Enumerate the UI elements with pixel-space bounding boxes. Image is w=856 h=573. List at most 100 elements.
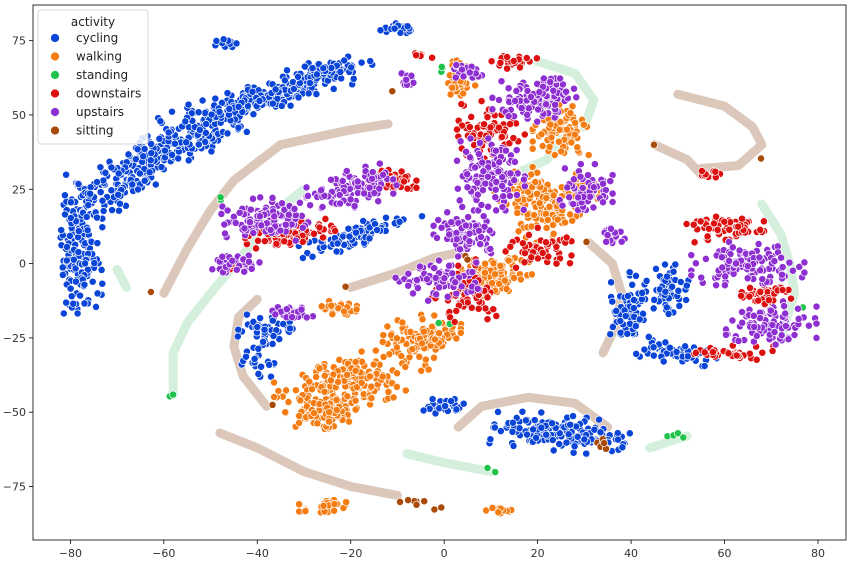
point-downstairs: [252, 244, 260, 253]
point-upstairs: [353, 177, 362, 186]
point-upstairs: [306, 201, 315, 210]
point-cycling: [58, 263, 67, 272]
trail-sitting-5: [673, 89, 767, 173]
point-walking: [392, 382, 401, 391]
point-downstairs: [532, 54, 541, 63]
point-walking: [573, 143, 582, 152]
point-walking: [357, 347, 366, 356]
point-walking: [357, 378, 366, 387]
legend-label-walking: walking: [76, 50, 122, 64]
point-cycling: [74, 248, 83, 257]
point-cycling: [124, 150, 133, 159]
point-cycling: [90, 259, 99, 268]
point-downstairs: [689, 220, 698, 229]
point-walking: [424, 365, 433, 374]
legend-label-sitting: sitting: [76, 124, 114, 138]
point-walking: [270, 378, 278, 387]
point-cycling: [700, 362, 709, 370]
point-cycling: [596, 428, 605, 437]
point-upstairs: [430, 264, 439, 273]
point-cycling: [508, 427, 517, 436]
point-walking: [281, 408, 290, 417]
point-cycling: [145, 168, 154, 177]
series-cycling: [56, 19, 721, 459]
point-cycling: [96, 188, 105, 197]
point-cycling: [532, 433, 541, 442]
point-cycling: [269, 332, 278, 340]
point-cycling: [174, 154, 183, 163]
point-upstairs: [569, 200, 578, 209]
point-upstairs: [738, 318, 747, 327]
point-upstairs: [365, 183, 374, 192]
point-cycling: [61, 210, 69, 219]
legend-label-downstairs: downstairs: [76, 87, 141, 101]
point-cycling: [66, 214, 75, 222]
point-walking: [397, 352, 406, 360]
point-upstairs: [433, 233, 441, 242]
point-cycling: [194, 108, 203, 117]
point-cycling: [223, 89, 232, 98]
point-upstairs: [458, 202, 467, 211]
point-downstairs: [310, 229, 318, 238]
point-upstairs: [728, 316, 737, 325]
point-cycling: [277, 101, 286, 110]
series-upstairs: [208, 61, 821, 349]
point-cycling: [96, 163, 105, 172]
point-upstairs: [785, 258, 794, 267]
point-upstairs: [738, 308, 746, 316]
point-cycling: [140, 176, 149, 185]
point-walking: [378, 372, 387, 381]
point-upstairs: [510, 157, 519, 166]
point-upstairs: [570, 84, 578, 93]
point-cycling: [662, 303, 671, 312]
point-upstairs: [780, 302, 789, 311]
point-downstairs: [503, 53, 512, 61]
point-downstairs: [501, 247, 510, 256]
point-upstairs: [247, 264, 256, 273]
point-upstairs: [722, 330, 730, 339]
point-walking: [308, 385, 316, 394]
point-upstairs: [584, 171, 592, 180]
point-upstairs: [291, 236, 300, 245]
point-cycling: [537, 423, 546, 432]
point-walking: [584, 151, 593, 159]
point-cycling: [73, 309, 82, 318]
point-downstairs: [566, 259, 574, 268]
point-downstairs: [403, 184, 412, 193]
point-upstairs: [511, 96, 520, 105]
point-walking: [332, 395, 341, 404]
point-upstairs: [499, 192, 508, 201]
point-walking: [312, 373, 321, 381]
point-downstairs: [453, 125, 461, 134]
point-upstairs: [505, 191, 514, 200]
point-cycling: [564, 430, 573, 439]
point-upstairs: [318, 203, 327, 211]
point-upstairs: [766, 306, 775, 315]
point-cycling: [58, 270, 67, 279]
point-upstairs: [456, 245, 464, 254]
point-upstairs: [781, 322, 790, 330]
point-upstairs: [721, 272, 730, 281]
point-upstairs: [474, 150, 483, 158]
point-sitting: [412, 500, 421, 509]
point-cycling: [207, 147, 216, 156]
point-upstairs: [466, 134, 475, 143]
point-upstairs: [476, 240, 485, 249]
point-cycling: [259, 337, 268, 346]
point-sitting: [650, 140, 658, 149]
point-walking: [557, 147, 566, 156]
point-downstairs: [254, 236, 262, 245]
point-walking: [488, 503, 497, 512]
point-cycling: [562, 438, 571, 447]
point-cycling: [555, 440, 564, 448]
point-cycling: [80, 280, 89, 289]
point-upstairs: [481, 179, 490, 188]
point-walking: [325, 417, 334, 426]
point-upstairs: [452, 289, 461, 298]
point-walking: [435, 329, 444, 338]
point-downstairs: [712, 212, 721, 221]
point-walking: [313, 419, 322, 428]
point-cycling: [223, 129, 232, 138]
point-upstairs: [768, 321, 777, 329]
point-walking: [291, 386, 300, 395]
